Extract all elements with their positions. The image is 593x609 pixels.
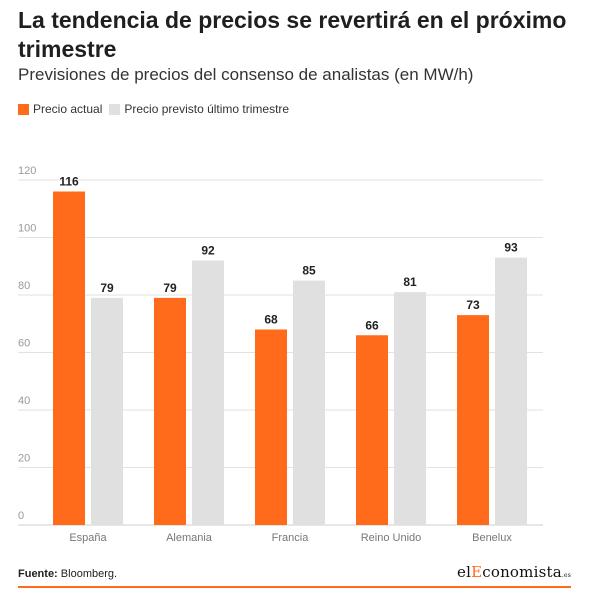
bar-precio-actual — [356, 335, 388, 525]
data-label: 79 — [163, 281, 177, 295]
legend-swatch-actual — [18, 103, 29, 115]
data-label: 92 — [201, 244, 215, 258]
bar-precio-previsto — [495, 257, 527, 525]
data-label: 73 — [466, 298, 480, 312]
data-label: 116 — [59, 175, 79, 189]
bar-precio-previsto — [91, 297, 123, 525]
data-label: 79 — [100, 281, 114, 295]
y-tick-label: 20 — [18, 453, 30, 465]
data-label: 93 — [504, 241, 518, 255]
chart-title: La tendencia de precios se revertirá en … — [18, 7, 567, 62]
y-tick-label: 40 — [18, 395, 30, 407]
bar-precio-actual — [154, 297, 186, 525]
bar-precio-previsto — [293, 280, 325, 525]
x-tick-label: España — [69, 532, 107, 544]
data-label: 68 — [264, 313, 278, 327]
bar-chart: 0 20 40 60 80 100 120 116 79 España 79 92 Alemania 68… — [18, 165, 543, 544]
y-tick-label: 120 — [18, 165, 36, 177]
bar-precio-actual — [457, 315, 489, 525]
y-tick-label: 60 — [18, 338, 30, 350]
publisher-logo: elEconomista.es — [457, 563, 571, 581]
legend-item-actual: Precio actual — [18, 102, 102, 116]
legend-swatch-previsto — [109, 103, 121, 115]
y-tick-label: 0 — [18, 510, 24, 522]
bar-precio-previsto — [192, 260, 224, 525]
source-label: Fuente: — [18, 568, 58, 580]
legend: Precio actual Precio previsto último tri… — [18, 102, 296, 116]
y-tick-label: 100 — [18, 223, 36, 235]
x-tick-label: Alemania — [166, 532, 213, 544]
x-tick-label: Benelux — [472, 532, 512, 544]
x-tick-label: Francia — [272, 532, 310, 544]
legend-label-actual: Precio actual — [33, 102, 103, 116]
data-label: 85 — [302, 264, 316, 278]
bar-precio-previsto — [394, 292, 426, 525]
source-value: Bloomberg. — [60, 568, 118, 580]
chart-subtitle: Previsiones de precios del consenso de a… — [18, 65, 474, 84]
legend-label-previsto: Precio previsto último trimestre — [124, 102, 290, 116]
data-label: 81 — [403, 275, 417, 289]
y-tick-label: 80 — [18, 280, 30, 292]
source-note: Fuente: Bloomberg. — [18, 568, 117, 580]
bar-precio-actual — [255, 329, 287, 525]
data-label: 66 — [365, 318, 379, 332]
bottom-rule — [18, 586, 571, 588]
legend-item-previsto: Precio previsto último trimestre — [109, 102, 289, 116]
bar-precio-actual — [53, 191, 85, 525]
x-tick-label: Reino Unido — [361, 532, 422, 544]
